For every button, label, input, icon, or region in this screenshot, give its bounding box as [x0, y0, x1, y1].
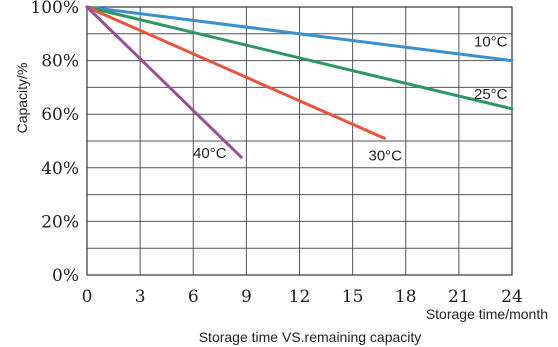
grid-lines	[87, 6, 512, 275]
x-tick-label: 3	[135, 287, 146, 307]
x-tick-label: 15	[342, 287, 364, 307]
x-tick-label: 9	[241, 287, 252, 307]
x-tick-label: 12	[289, 287, 311, 307]
x-tick-label: 18	[395, 287, 417, 307]
y-axis-title: Capacity/%	[14, 63, 30, 134]
series-label: 30°C	[369, 147, 403, 164]
x-tick-label: 21	[448, 287, 470, 307]
y-tick-label: 0%	[52, 266, 79, 286]
x-tick-labels: 0 3 6 9 12 15 18 21 24	[82, 287, 523, 307]
series-lines	[85, 5, 514, 159]
series-label: 10°C	[474, 34, 508, 51]
y-tick-label: 40%	[41, 159, 79, 179]
y-tick-labels: 0% 20% 40% 60% 80% 100%	[30, 0, 79, 286]
series-line	[85, 5, 386, 140]
series-labels: 10°C 25°C 30°C 40°C	[193, 34, 508, 165]
y-tick-label: 100%	[30, 0, 79, 18]
series-line	[85, 5, 514, 111]
x-axis-title: Storage time/month	[426, 306, 548, 322]
x-tick-label: 24	[501, 287, 523, 307]
y-tick-label: 20%	[41, 212, 79, 232]
y-tick-label: 80%	[41, 52, 79, 72]
series-label: 40°C	[193, 145, 227, 162]
plot-frame	[86, 6, 513, 276]
x-tick-label: 6	[188, 287, 199, 307]
chart-caption: Storage time VS.remaining capacity	[199, 329, 422, 345]
series-label: 25°C	[474, 86, 508, 103]
y-tick-label: 60%	[41, 105, 79, 125]
x-tick-label: 0	[82, 287, 93, 307]
series-line	[85, 5, 514, 63]
series-line	[85, 5, 243, 159]
